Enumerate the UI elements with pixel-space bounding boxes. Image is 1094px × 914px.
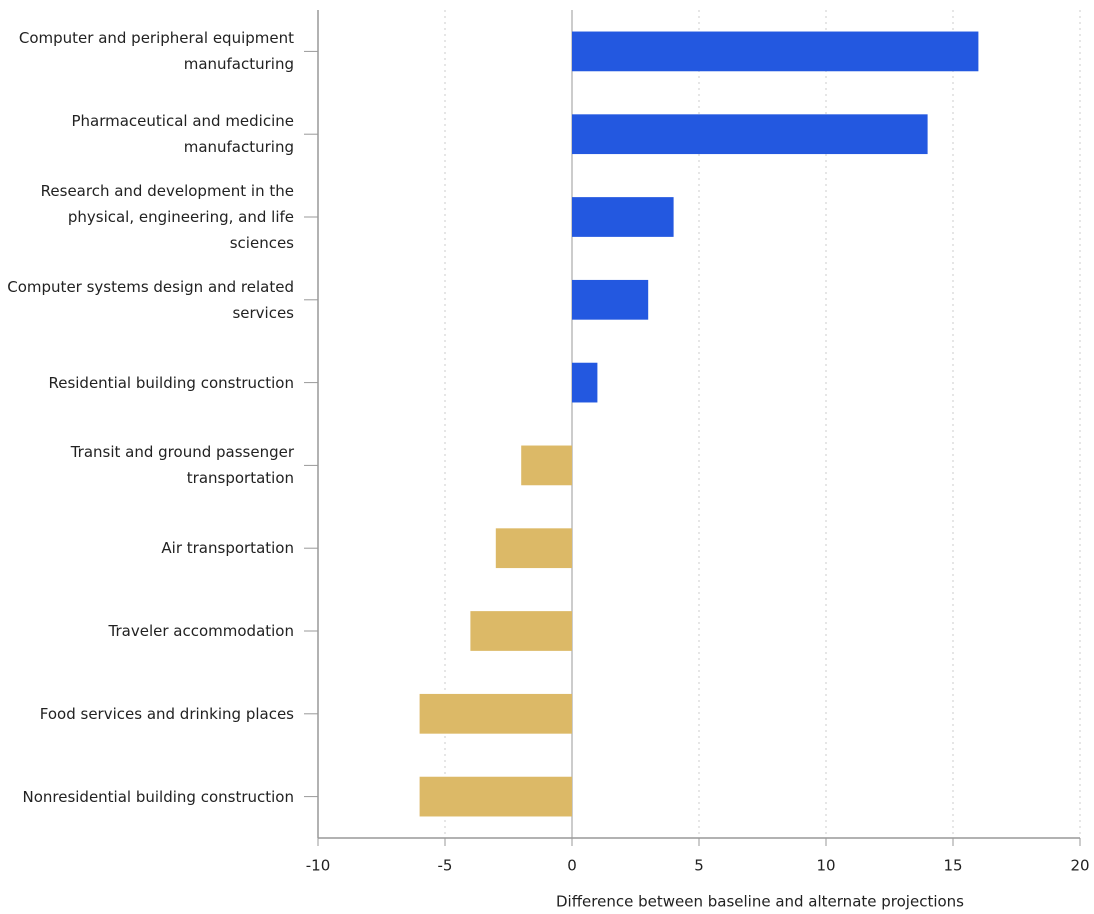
x-tick-label: 10 — [816, 857, 835, 875]
bar — [521, 445, 572, 486]
x-tick-label: 15 — [943, 857, 962, 875]
x-tick-label: 0 — [567, 857, 577, 875]
y-tick-label: Transit and ground passenger transportat… — [70, 443, 294, 488]
y-tick-label: Nonresidential building construction — [22, 787, 294, 806]
y-tick-label: Computer and peripheral equipment manufa… — [18, 29, 294, 74]
bar — [572, 197, 674, 237]
bar — [419, 693, 572, 734]
x-tick-label: 20 — [1070, 857, 1089, 875]
bar — [572, 114, 928, 155]
x-axis-label: Difference between baseline and alternat… — [556, 893, 964, 911]
y-tick-label: Research and development in the physical… — [40, 182, 294, 252]
bar — [572, 362, 598, 403]
bar — [572, 279, 649, 320]
x-tick-label: -10 — [306, 857, 331, 875]
y-tick-label: Pharmaceutical and medicine manufacturin… — [71, 112, 294, 157]
y-tick-label: Traveler accommodation — [108, 622, 294, 640]
x-tick-label: 5 — [694, 857, 704, 875]
bar — [419, 776, 572, 817]
bar — [572, 31, 979, 72]
x-tick-label: -5 — [438, 857, 453, 875]
bar — [470, 611, 572, 651]
y-tick-label: Residential building construction — [48, 373, 294, 392]
y-tick-label: Air transportation — [161, 539, 294, 558]
y-tick-label: Food services and drinking places — [39, 704, 294, 723]
bar — [495, 528, 572, 569]
y-tick-label: Computer systems design and related serv… — [7, 277, 294, 322]
